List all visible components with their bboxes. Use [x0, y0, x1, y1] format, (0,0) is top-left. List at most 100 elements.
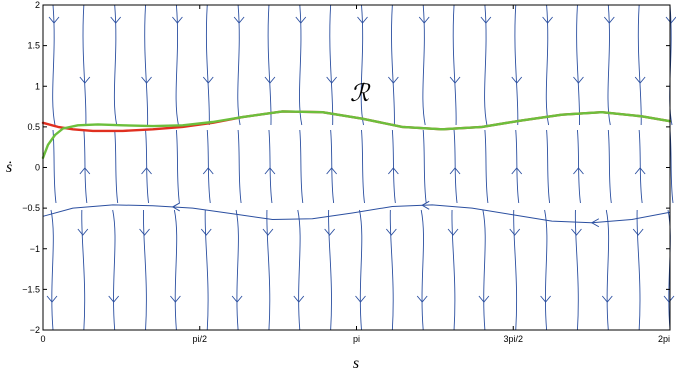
- arrow-down-icon: [295, 16, 307, 24]
- arrow-up-icon: [388, 167, 399, 175]
- streamline-lower: [328, 209, 332, 331]
- arrow-down-icon: [46, 295, 58, 303]
- arrow-down-icon: [264, 76, 276, 84]
- arrow-down-icon: [170, 295, 181, 303]
- streamline-middle: [83, 129, 88, 204]
- streamline-upper: [205, 4, 210, 126]
- streamline-middle: [175, 129, 180, 204]
- streamline-upper: [175, 4, 179, 126]
- arrow-down-icon: [601, 295, 613, 303]
- y-tick-label: −1: [30, 244, 40, 254]
- arrow-down-icon: [634, 76, 646, 84]
- y-tick-label: 1.5: [27, 41, 40, 51]
- streamline-lower: [173, 209, 178, 331]
- arrow-down-icon: [77, 228, 89, 236]
- streamline-lower: [112, 209, 116, 331]
- arrow-down-icon: [540, 295, 551, 303]
- streamline-upper: [299, 4, 303, 126]
- arrow-down-icon: [573, 76, 584, 84]
- arrow-down-icon: [141, 76, 152, 84]
- streamline-upper: [452, 4, 457, 126]
- axis-ticks: 0 pi/2 pi 3pi/2 2pi −2 −1.5 −1 −0.5 0 0.5 1 1.5 2: [22, 0, 671, 344]
- arrow-down-icon: [324, 228, 335, 236]
- streamline-lower: [359, 209, 363, 331]
- arrow-down-icon: [79, 76, 91, 84]
- trajectory-line: [41, 110, 672, 159]
- trajectory-line: [42, 204, 671, 224]
- streamline-middle: [299, 129, 304, 204]
- arrow-down-icon: [357, 16, 368, 24]
- arrow-up-icon: [634, 167, 646, 175]
- streamline-upper: [576, 4, 581, 126]
- arrow-down-icon: [172, 16, 183, 24]
- streamline-middle: [453, 129, 458, 204]
- arrow-up-icon: [449, 167, 461, 175]
- arrow-down-icon: [449, 76, 461, 84]
- streamline-lower: [142, 209, 147, 331]
- trajectory-layer: [41, 110, 672, 228]
- arrow-down-icon: [632, 228, 644, 236]
- streamline-middle: [52, 129, 57, 204]
- streamline-middle: [114, 129, 119, 204]
- arrow-down-icon: [108, 295, 120, 303]
- arrow-down-icon: [509, 228, 521, 236]
- y-tick-label: −0.5: [22, 203, 40, 213]
- arrow-up-icon: [326, 167, 337, 175]
- arrow-down-icon: [262, 228, 274, 236]
- arrow-up-icon: [264, 167, 276, 175]
- streamline-upper: [329, 4, 334, 126]
- arrow-down-icon: [200, 228, 212, 236]
- streamline-middle: [206, 129, 211, 204]
- arrow-down-icon: [603, 16, 615, 24]
- y-axis-label: ṡ: [6, 159, 12, 176]
- streamline-lower: [513, 209, 518, 331]
- arrow-up-icon: [202, 167, 214, 175]
- arrow-down-icon: [480, 16, 492, 24]
- streamline-middle: [577, 129, 581, 204]
- arrow-left-icon: [421, 200, 430, 210]
- y-tick-label: 1: [35, 81, 40, 91]
- streamline-lower: [605, 209, 610, 331]
- streamline-lower: [636, 209, 641, 331]
- streamline-middle: [422, 129, 427, 204]
- arrow-down-icon: [665, 16, 676, 24]
- x-tick-label: pi: [353, 334, 360, 344]
- streamline-lower: [50, 209, 54, 331]
- streamline-middle: [607, 129, 612, 204]
- streamline-middle: [546, 129, 551, 204]
- arrow-down-icon: [202, 76, 214, 84]
- streamline-middle: [237, 129, 242, 204]
- arrow-down-icon: [48, 16, 60, 24]
- streamline-lower: [204, 209, 209, 331]
- y-tick-label: 0.5: [27, 122, 40, 132]
- arrow-down-icon: [139, 228, 150, 236]
- arrow-down-icon: [447, 228, 459, 236]
- streamline-lower: [389, 209, 394, 331]
- streamline-upper: [422, 4, 426, 126]
- x-tick-label: 3pi/2: [503, 334, 523, 344]
- y-tick-label: −1.5: [22, 284, 40, 294]
- arrow-down-icon: [478, 295, 490, 303]
- region-label: ℛ: [350, 81, 371, 107]
- y-tick-label: 0: [35, 163, 40, 173]
- arrow-down-icon: [233, 16, 245, 24]
- streamline-middle: [361, 129, 365, 204]
- arrow-down-icon: [110, 16, 122, 24]
- streamline-middle: [515, 129, 520, 204]
- streamline-lower: [574, 209, 579, 331]
- arrow-down-icon: [388, 76, 399, 84]
- arrow-up-icon: [573, 167, 584, 175]
- arrow-down-icon: [386, 228, 397, 236]
- streamline-upper: [144, 4, 149, 126]
- arrow-up-icon: [79, 167, 91, 175]
- streamline-middle: [638, 129, 643, 204]
- streamline-middle: [268, 129, 273, 204]
- x-tick-label: pi/2: [192, 334, 207, 344]
- streamline-lower: [544, 209, 548, 331]
- streamline-lower: [266, 209, 271, 331]
- arrow-down-icon: [511, 76, 523, 84]
- streamline-upper: [360, 4, 364, 126]
- streamline-upper: [391, 4, 395, 126]
- arrow-down-icon: [663, 295, 675, 303]
